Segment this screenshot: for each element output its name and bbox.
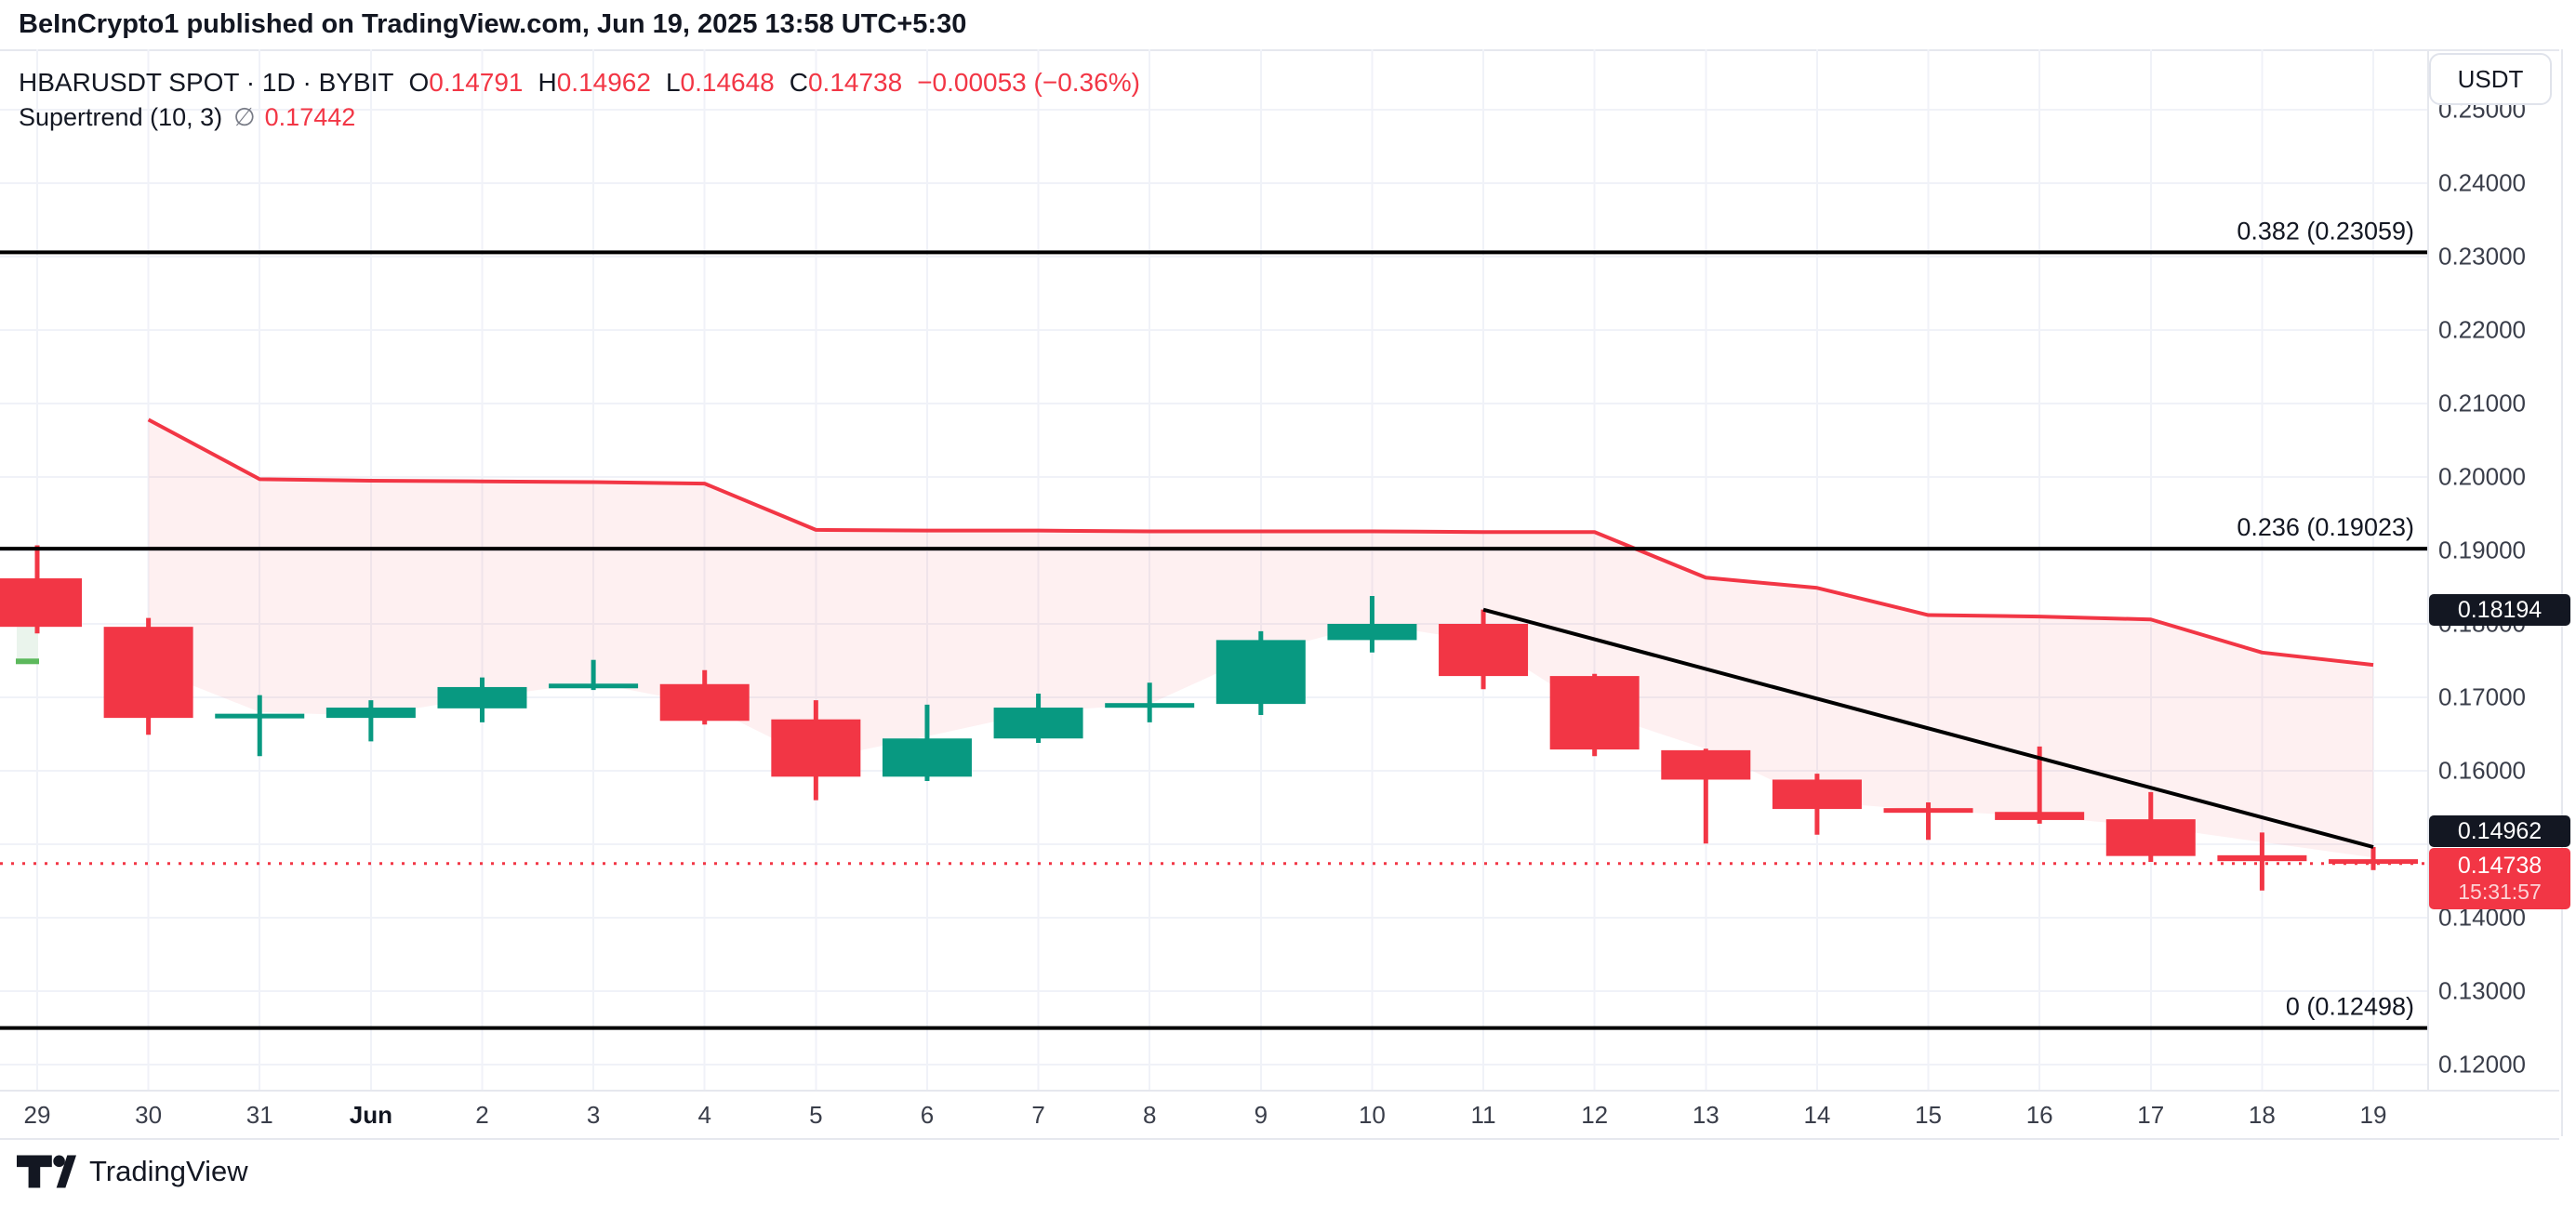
fib-level-label: 0.382 (0.23059) [2237, 217, 2414, 245]
time-axis-label: 11 [1470, 1101, 1496, 1129]
ohlc-low: L0.14648 [665, 68, 775, 97]
candle-body[interactable] [1215, 640, 1306, 705]
time-axis-label: 3 [586, 1101, 601, 1129]
price-axis-label: 0.16000 [2438, 756, 2526, 785]
supertrend-line [147, 417, 2374, 668]
ohlc-open: O0.14791 [408, 68, 524, 97]
legend: HBARUSDT SPOT · 1D · BYBIT O0.14791 H0.1… [19, 65, 1140, 134]
time-axis-label: 8 [1142, 1101, 1157, 1129]
ohlc-high: H0.14962 [538, 68, 651, 97]
time-axis-label: 7 [1031, 1101, 1045, 1129]
time-axis-label: 14 [1803, 1101, 1831, 1129]
candle-body[interactable] [2329, 859, 2419, 865]
time-axis-label: 30 [135, 1101, 163, 1129]
legend-indicator-row[interactable]: Supertrend (10, 3) ∅ 0.17442 [19, 100, 1140, 134]
time-axis-label: 17 [2137, 1101, 2165, 1129]
candle-body[interactable] [993, 708, 1083, 739]
fib-level-label: 0.236 (0.19023) [2237, 513, 2414, 541]
candle-body[interactable] [325, 708, 416, 719]
time-axis-label: 10 [1358, 1101, 1386, 1129]
legend-symbol-row[interactable]: HBARUSDT SPOT · 1D · BYBIT O0.14791 H0.1… [19, 65, 1140, 100]
tradingview-brand-text: TradingView [89, 1155, 248, 1187]
candle-body[interactable] [2217, 854, 2307, 862]
price-axis-label: 0.20000 [2438, 462, 2526, 491]
price-axis-label: 0.22000 [2438, 315, 2526, 344]
ohlc-close: C0.14738 [789, 68, 903, 97]
chart-frame [0, 49, 2559, 1138]
time-axis-label: 19 [2359, 1101, 2387, 1129]
current-price-badge: 0.14738 15:31:57 [2429, 847, 2570, 909]
candle-body[interactable] [1439, 624, 1529, 677]
change-value: −0.00053 (−0.36%) [917, 68, 1140, 97]
price-axis-label: 0.13000 [2438, 976, 2526, 1005]
clipped-candle-close-tick [16, 658, 39, 665]
indicator-marker-icon: ∅ [233, 103, 256, 131]
candle-body[interactable] [1549, 676, 1640, 750]
symbol-title: HBARUSDT SPOT · 1D · BYBIT [19, 68, 394, 97]
candle-body[interactable] [1661, 749, 1751, 780]
tradingview-logo-icon [17, 1155, 76, 1188]
candle-body[interactable] [437, 686, 527, 708]
time-axis-label: 9 [1254, 1101, 1268, 1129]
candle-body[interactable] [1327, 624, 1417, 641]
publish-header: BeInCrypto1 published on TradingView.com… [19, 9, 967, 39]
candle-body[interactable] [549, 683, 639, 689]
candle-body[interactable] [659, 683, 750, 722]
price-axis-label: 0.19000 [2438, 536, 2526, 564]
time-axis-label: 15 [1915, 1101, 1942, 1129]
time-axis-label: 16 [2025, 1101, 2053, 1129]
time-axis-label: 5 [809, 1101, 823, 1129]
time-axis-label: Jun [349, 1101, 392, 1129]
price-axis[interactable] [2427, 49, 2563, 1136]
candle-body[interactable] [771, 719, 861, 777]
drawing-price-badge: 0.14962 [2429, 815, 2570, 847]
candle-body[interactable] [1995, 812, 2085, 820]
price-axis-label: 0.12000 [2438, 1050, 2526, 1079]
candle-body[interactable] [0, 578, 82, 628]
time-axis-label: 2 [475, 1101, 489, 1129]
candle-body[interactable] [882, 738, 972, 777]
time-axis[interactable]: 29 30 31 Jun 2 3 4 5 6 7 8 9 10 11 12 13 14 15 16 17 18 19 [0, 1090, 2559, 1140]
price-axis-label: 0.24000 [2438, 168, 2526, 197]
candle-body[interactable] [1105, 703, 1195, 708]
indicator-name: Supertrend (10, 3) [19, 103, 223, 131]
price-axis-label: 0.21000 [2438, 389, 2526, 417]
candle-body[interactable] [215, 713, 305, 719]
descending-trendline[interactable] [1482, 607, 2374, 849]
time-axis-label: 29 [23, 1101, 51, 1129]
time-axis-label: 13 [1692, 1101, 1720, 1129]
price-axis-label: 0.23000 [2438, 242, 2526, 271]
drawing-price-badge: 0.18194 [2429, 593, 2570, 626]
candle-body[interactable] [1883, 808, 1973, 814]
time-axis-label: 4 [697, 1101, 711, 1129]
candle-body[interactable] [103, 627, 193, 719]
time-axis-label: 12 [1581, 1101, 1609, 1129]
clipped-candle-body [17, 627, 38, 659]
candle-body[interactable] [2105, 819, 2196, 856]
time-axis-label: 6 [920, 1101, 935, 1129]
candle-body[interactable] [1772, 779, 1862, 810]
indicator-value: 0.17442 [264, 103, 356, 131]
price-axis-label: 0.17000 [2438, 682, 2526, 711]
time-axis-label: 18 [2248, 1101, 2276, 1129]
tradingview-watermark[interactable]: TradingView [17, 1153, 248, 1190]
fib-level-label: 0 (0.12498) [2286, 993, 2414, 1021]
currency-toggle-button[interactable]: USDT [2429, 53, 2552, 105]
time-axis-label: 31 [246, 1101, 273, 1129]
